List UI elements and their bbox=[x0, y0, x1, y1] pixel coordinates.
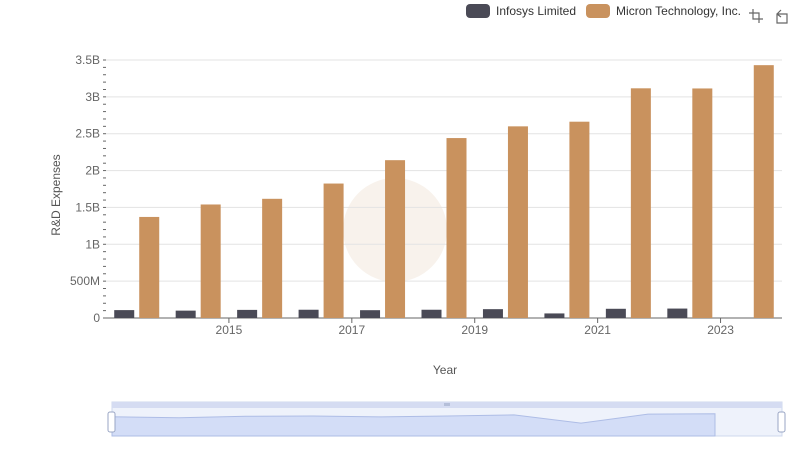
bar-infosys-2018 bbox=[360, 310, 381, 318]
x-axis-label: Year bbox=[432, 363, 458, 377]
x-tick-label: 2023 bbox=[707, 323, 734, 337]
legend-swatch-infosys bbox=[466, 4, 490, 18]
bar-micron-2021 bbox=[569, 121, 590, 319]
legend-item-micron[interactable]: Micron Technology, Inc. bbox=[586, 4, 741, 18]
bar-infosys-2016 bbox=[237, 309, 258, 318]
y-tick-label: 3B bbox=[85, 90, 100, 104]
y-tick-label: 500M bbox=[70, 274, 100, 288]
y-tick-label: 1.5B bbox=[75, 200, 100, 214]
bar-infosys-2019 bbox=[421, 309, 442, 318]
bar-micron-2022 bbox=[630, 88, 651, 319]
x-tick-label: 2017 bbox=[338, 323, 365, 337]
y-tick-label: 2.5B bbox=[75, 127, 100, 141]
zoom-slider-preview bbox=[111, 413, 716, 437]
zoom-handle-left bbox=[107, 411, 116, 433]
legend-label-infosys: Infosys Limited bbox=[496, 4, 577, 18]
bar-micron-2018 bbox=[385, 160, 406, 318]
toolbox bbox=[748, 8, 790, 24]
bar-micron-2023 bbox=[692, 88, 713, 319]
bar-infosys-2022 bbox=[605, 308, 626, 318]
bar-infosys-2021 bbox=[544, 313, 565, 318]
zoom-icon[interactable] bbox=[748, 8, 764, 24]
y-tick-label: 0 bbox=[93, 311, 100, 325]
bar-infosys-2014 bbox=[114, 310, 135, 318]
bar-micron-2020 bbox=[507, 126, 528, 318]
legend-swatch-micron bbox=[586, 4, 611, 18]
y-tick-label: 1B bbox=[85, 237, 100, 251]
bar-infosys-2023 bbox=[667, 308, 688, 318]
bar-infosys-2017 bbox=[298, 309, 319, 318]
zoom-drag-grip bbox=[444, 403, 450, 406]
y-tick-label: 2B bbox=[85, 164, 100, 178]
bar-micron-2019 bbox=[446, 138, 467, 318]
restore-icon[interactable] bbox=[774, 8, 790, 24]
x-tick-label: 2015 bbox=[216, 323, 243, 337]
bar-infosys-2020 bbox=[482, 309, 503, 318]
bar-infosys-2015 bbox=[175, 310, 196, 318]
x-tick-label: 2021 bbox=[584, 323, 611, 337]
bar-micron-2015 bbox=[200, 204, 221, 318]
y-axis-label: R&D Expenses bbox=[49, 154, 63, 236]
legend-item-infosys[interactable]: Infosys Limited bbox=[466, 4, 576, 18]
x-tick-label: 2019 bbox=[461, 323, 488, 337]
bar-micron-2024 bbox=[753, 65, 774, 318]
bar-micron-2016 bbox=[262, 198, 283, 318]
bar-micron-2017 bbox=[323, 183, 344, 318]
legend: Infosys Limited Micron Technology, Inc. bbox=[466, 4, 741, 18]
legend-label-micron: Micron Technology, Inc. bbox=[616, 4, 741, 18]
y-tick-label: 3.5B bbox=[75, 53, 100, 67]
zoom-handle-right bbox=[777, 411, 786, 433]
bar-micron-2014 bbox=[139, 216, 160, 318]
